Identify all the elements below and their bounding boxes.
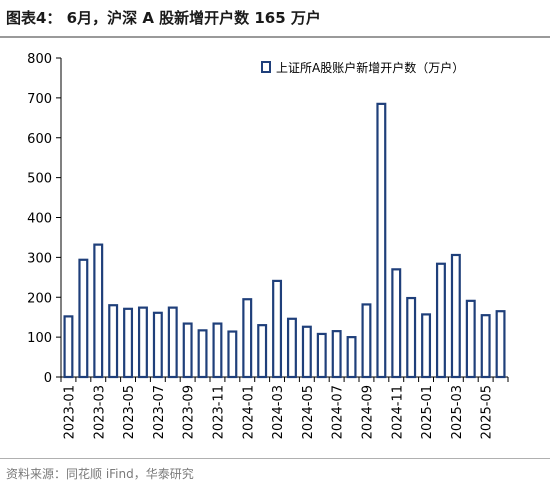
- bar: [93, 243, 104, 379]
- legend-label: 上证所A股账户新增开户数（万户）: [276, 60, 464, 75]
- y-tick-label: 100: [27, 331, 52, 346]
- bar: [331, 330, 342, 379]
- bar: [421, 313, 432, 379]
- y-tick-label: 0: [44, 371, 52, 386]
- x-tick-label: 2024-01: [241, 385, 256, 439]
- y-tick-label: 200: [27, 291, 52, 306]
- source-divider: [0, 458, 550, 459]
- bar: [391, 268, 402, 379]
- x-tick-label: 2023-05: [122, 385, 137, 439]
- y-tick-label: 800: [27, 52, 52, 67]
- x-tick-label: 2025-05: [480, 385, 495, 439]
- bar: [346, 336, 357, 379]
- axes: 0 100 200 300 400 500 600 700 800 2023-01 2023-03 2…: [27, 52, 509, 439]
- bar: [450, 253, 461, 379]
- x-tick-label: 2023-07: [152, 385, 167, 439]
- x-tick-label: 2024-05: [301, 385, 316, 439]
- bar: [152, 311, 163, 379]
- bar: [376, 102, 387, 379]
- source-note: 资料来源：同花顺 iFind，华泰研究: [6, 467, 194, 481]
- bar: [212, 322, 223, 379]
- bar: [361, 303, 372, 379]
- bar: [272, 279, 283, 379]
- y-tick-label: 500: [27, 172, 52, 187]
- x-tick-label: 2024-11: [390, 385, 405, 439]
- bar: [78, 258, 89, 379]
- bar: [286, 317, 297, 379]
- bar: [137, 306, 148, 379]
- x-tick-label: 2025-03: [450, 385, 465, 439]
- bar: [406, 296, 417, 379]
- x-tick-label: 2024-03: [271, 385, 286, 439]
- bar: [301, 325, 312, 379]
- bar: [495, 310, 506, 379]
- title-bar: 图表4： 6月，沪深 A 股新增开户数 165 万户: [0, 0, 550, 38]
- bar: [242, 298, 253, 379]
- bar: [167, 306, 178, 379]
- x-tick-label: 2025-01: [420, 385, 435, 439]
- x-tick-label: 2024-09: [360, 385, 375, 439]
- legend: 上证所A股账户新增开户数（万户）: [261, 60, 464, 75]
- bars: [63, 102, 506, 379]
- y-tick-label: 300: [27, 251, 52, 266]
- bar: [480, 314, 491, 379]
- bar: [108, 304, 119, 379]
- bar: [227, 330, 238, 379]
- bar: [197, 329, 208, 379]
- x-tick-label: 2023-03: [92, 385, 107, 439]
- bar: [123, 307, 134, 379]
- x-tick-label: 2023-11: [211, 385, 226, 439]
- y-tick-label: 600: [27, 132, 52, 147]
- legend-swatch: [261, 61, 271, 73]
- bar: [63, 315, 74, 379]
- x-tick-label: 2023-09: [182, 385, 197, 439]
- bar: [182, 322, 193, 379]
- x-tick-label: 2024-07: [331, 385, 346, 439]
- x-tick-label: 2023-01: [62, 385, 77, 439]
- bar-chart: 0 100 200 300 400 500 600 700 800 2023-01 2023-03 2…: [27, 52, 509, 439]
- bar: [435, 262, 446, 379]
- y-tick-label: 700: [27, 92, 52, 107]
- bar: [257, 324, 268, 379]
- chart-title: 图表4： 6月，沪深 A 股新增开户数 165 万户: [6, 9, 321, 27]
- bar: [316, 332, 327, 379]
- bar: [465, 299, 476, 379]
- y-tick-label: 400: [27, 212, 52, 227]
